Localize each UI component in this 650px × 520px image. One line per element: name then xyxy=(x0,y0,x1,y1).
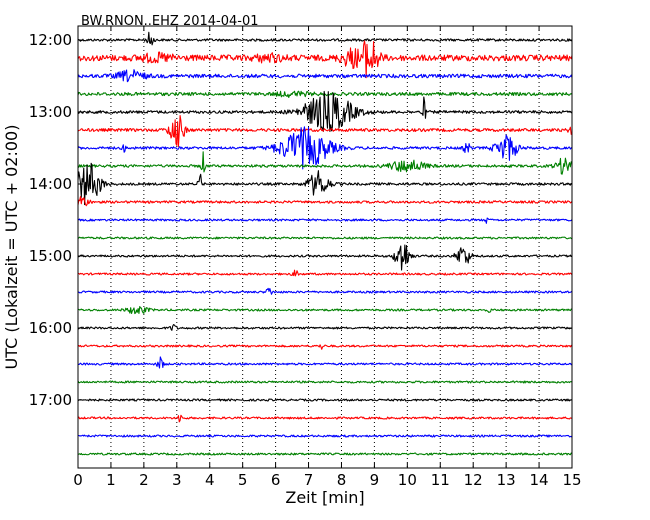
trace-1230 xyxy=(77,69,573,83)
x-axis-label: Zeit [min] xyxy=(285,488,364,507)
trace-group xyxy=(77,31,573,456)
trace-1330 xyxy=(77,126,573,170)
x-tick-label: 3 xyxy=(172,471,182,489)
trace-1545 xyxy=(77,305,573,315)
y-tick-label: 14:00 xyxy=(29,175,72,193)
x-tick-label: 4 xyxy=(205,471,215,489)
trace-1530 xyxy=(77,287,573,295)
x-tick-label: 15 xyxy=(562,471,581,489)
trace-1645 xyxy=(77,380,573,384)
x-tick-label: 6 xyxy=(271,471,281,489)
trace-1430 xyxy=(77,217,573,224)
trace-1415 xyxy=(77,196,573,207)
x-axis: 0 1 2 3 4 5 6 7 8 9 10 11 12 13 14 15 xyxy=(73,26,582,489)
x-tick-label: 14 xyxy=(530,471,549,489)
plot-frame xyxy=(77,25,573,469)
x-tick-label: 0 xyxy=(73,471,83,489)
trace-1200 xyxy=(77,31,573,46)
x-tick-label: 8 xyxy=(337,471,347,489)
y-tick-label: 17:00 xyxy=(29,391,72,409)
x-tick-label: 9 xyxy=(370,471,380,489)
trace-1215 xyxy=(77,40,573,79)
trace-1730 xyxy=(77,434,573,438)
y-tick-label: 12:00 xyxy=(29,31,72,49)
x-tick-label: 7 xyxy=(304,471,314,489)
y-tick-label: 15:00 xyxy=(29,247,72,265)
vertical-grid xyxy=(110,26,540,468)
y-axis: 12:00 13:00 14:00 15:00 16:00 17:00 xyxy=(29,31,572,409)
trace-1400 xyxy=(77,162,573,206)
trace-1345 xyxy=(77,151,573,175)
y-tick-label: 13:00 xyxy=(29,103,72,121)
trace-1615 xyxy=(77,344,573,350)
trace-1300 xyxy=(77,90,573,133)
x-tick-label: 12 xyxy=(464,471,483,489)
x-tick-label: 11 xyxy=(431,471,450,489)
x-tick-label: 5 xyxy=(238,471,248,489)
x-tick-label: 10 xyxy=(398,471,417,489)
trace-1515 xyxy=(77,269,573,277)
trace-1715 xyxy=(77,414,573,423)
y-axis-label: UTC (Lokalzeit = UTC + 02:00) xyxy=(2,125,21,370)
trace-1745 xyxy=(77,452,573,456)
x-tick-label: 1 xyxy=(106,471,116,489)
x-tick-label: 2 xyxy=(139,471,149,489)
trace-1600 xyxy=(77,324,573,331)
trace-1315 xyxy=(77,115,573,148)
trace-1700 xyxy=(77,398,573,402)
chart-title: BW.RNON..EHZ 2014-04-01 xyxy=(81,14,259,29)
y-tick-label: 16:00 xyxy=(29,319,72,337)
trace-1500 xyxy=(77,244,573,271)
trace-1245 xyxy=(77,90,573,99)
trace-1445 xyxy=(77,236,573,240)
x-tick-label: 13 xyxy=(497,471,516,489)
trace-1630 xyxy=(77,356,573,369)
